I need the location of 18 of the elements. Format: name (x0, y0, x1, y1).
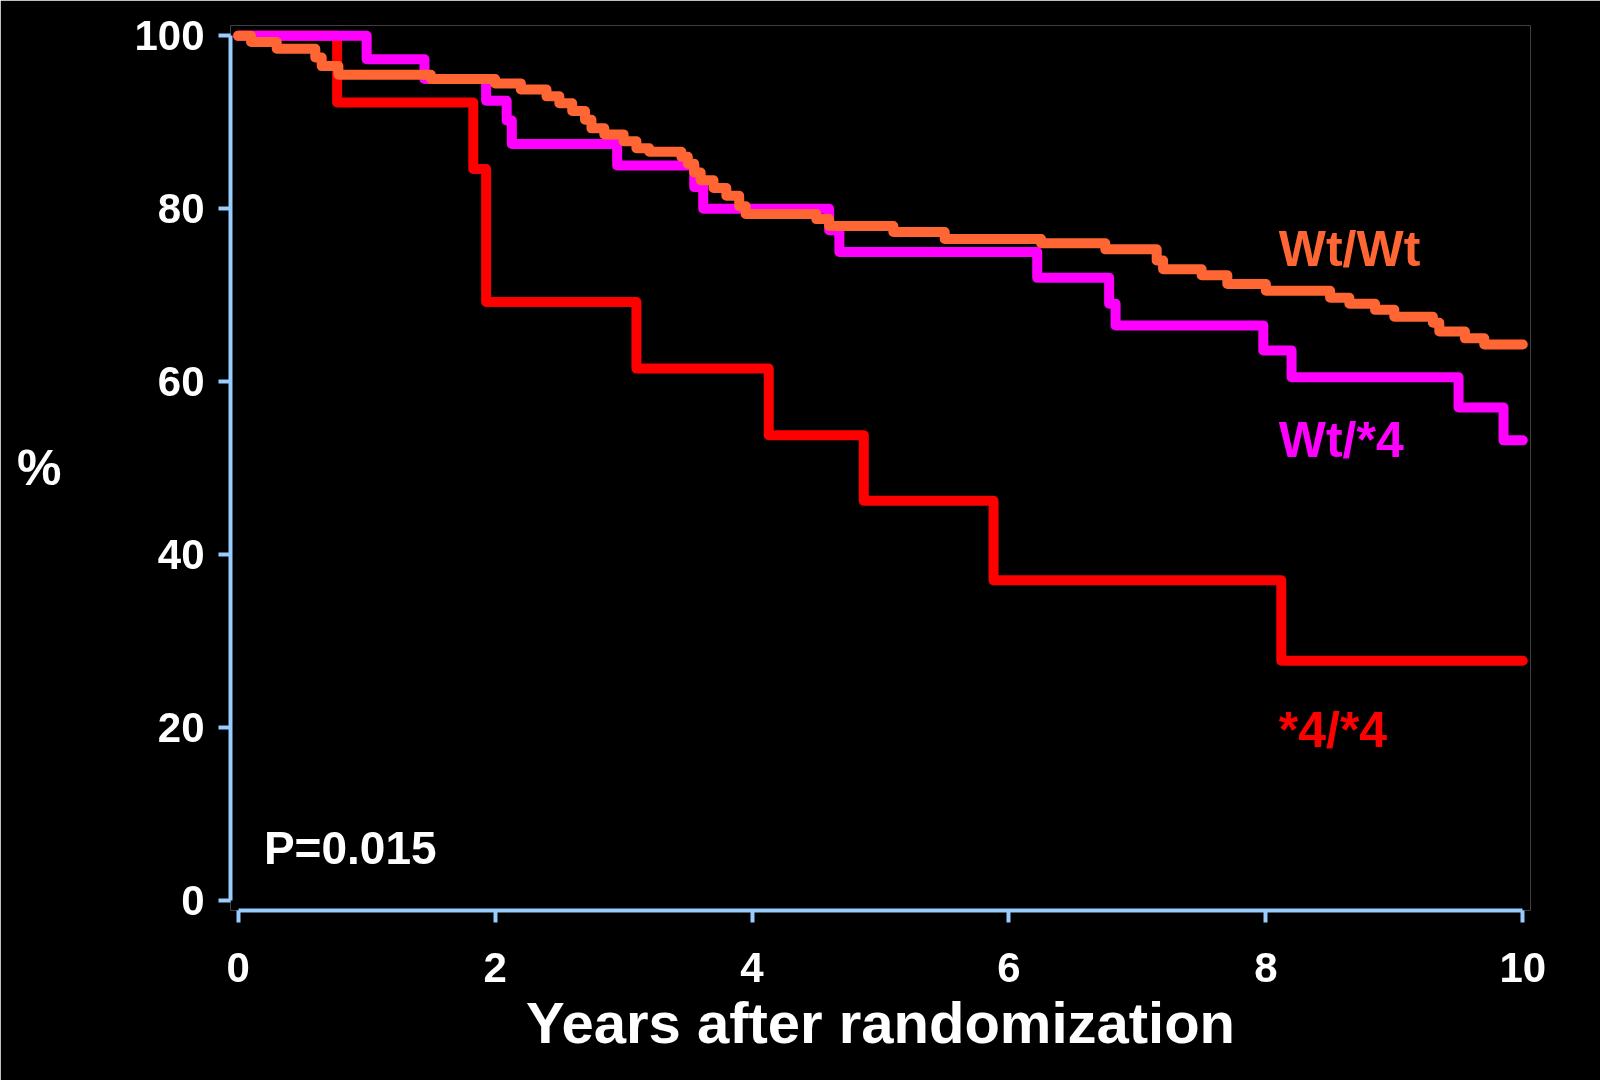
y-tick-label: 0 (181, 876, 205, 924)
y-tick-label: 40 (157, 530, 205, 578)
x-axis-title: Years after randomization (525, 989, 1236, 1055)
y-tick-label: 100 (134, 12, 205, 60)
annotation: P=0.015 (263, 822, 437, 875)
x-tick-label: 2 (483, 943, 507, 991)
x-tick-label: 6 (997, 943, 1021, 991)
y-tick-label: 80 (157, 185, 205, 233)
series-label: Wt/*4 (1278, 412, 1404, 469)
y-tick-label: 60 (157, 358, 205, 406)
x-tick-label: 4 (740, 943, 765, 991)
y-axis-title: % (16, 440, 62, 496)
x-tick-label: 10 (1499, 943, 1547, 991)
y-tick-label: 20 (157, 703, 205, 751)
x-tick-label: 8 (1254, 943, 1278, 991)
series-label: Wt/Wt (1278, 221, 1421, 278)
x-tick-label: 0 (226, 943, 250, 991)
series-label: *4/*4 (1278, 701, 1388, 758)
